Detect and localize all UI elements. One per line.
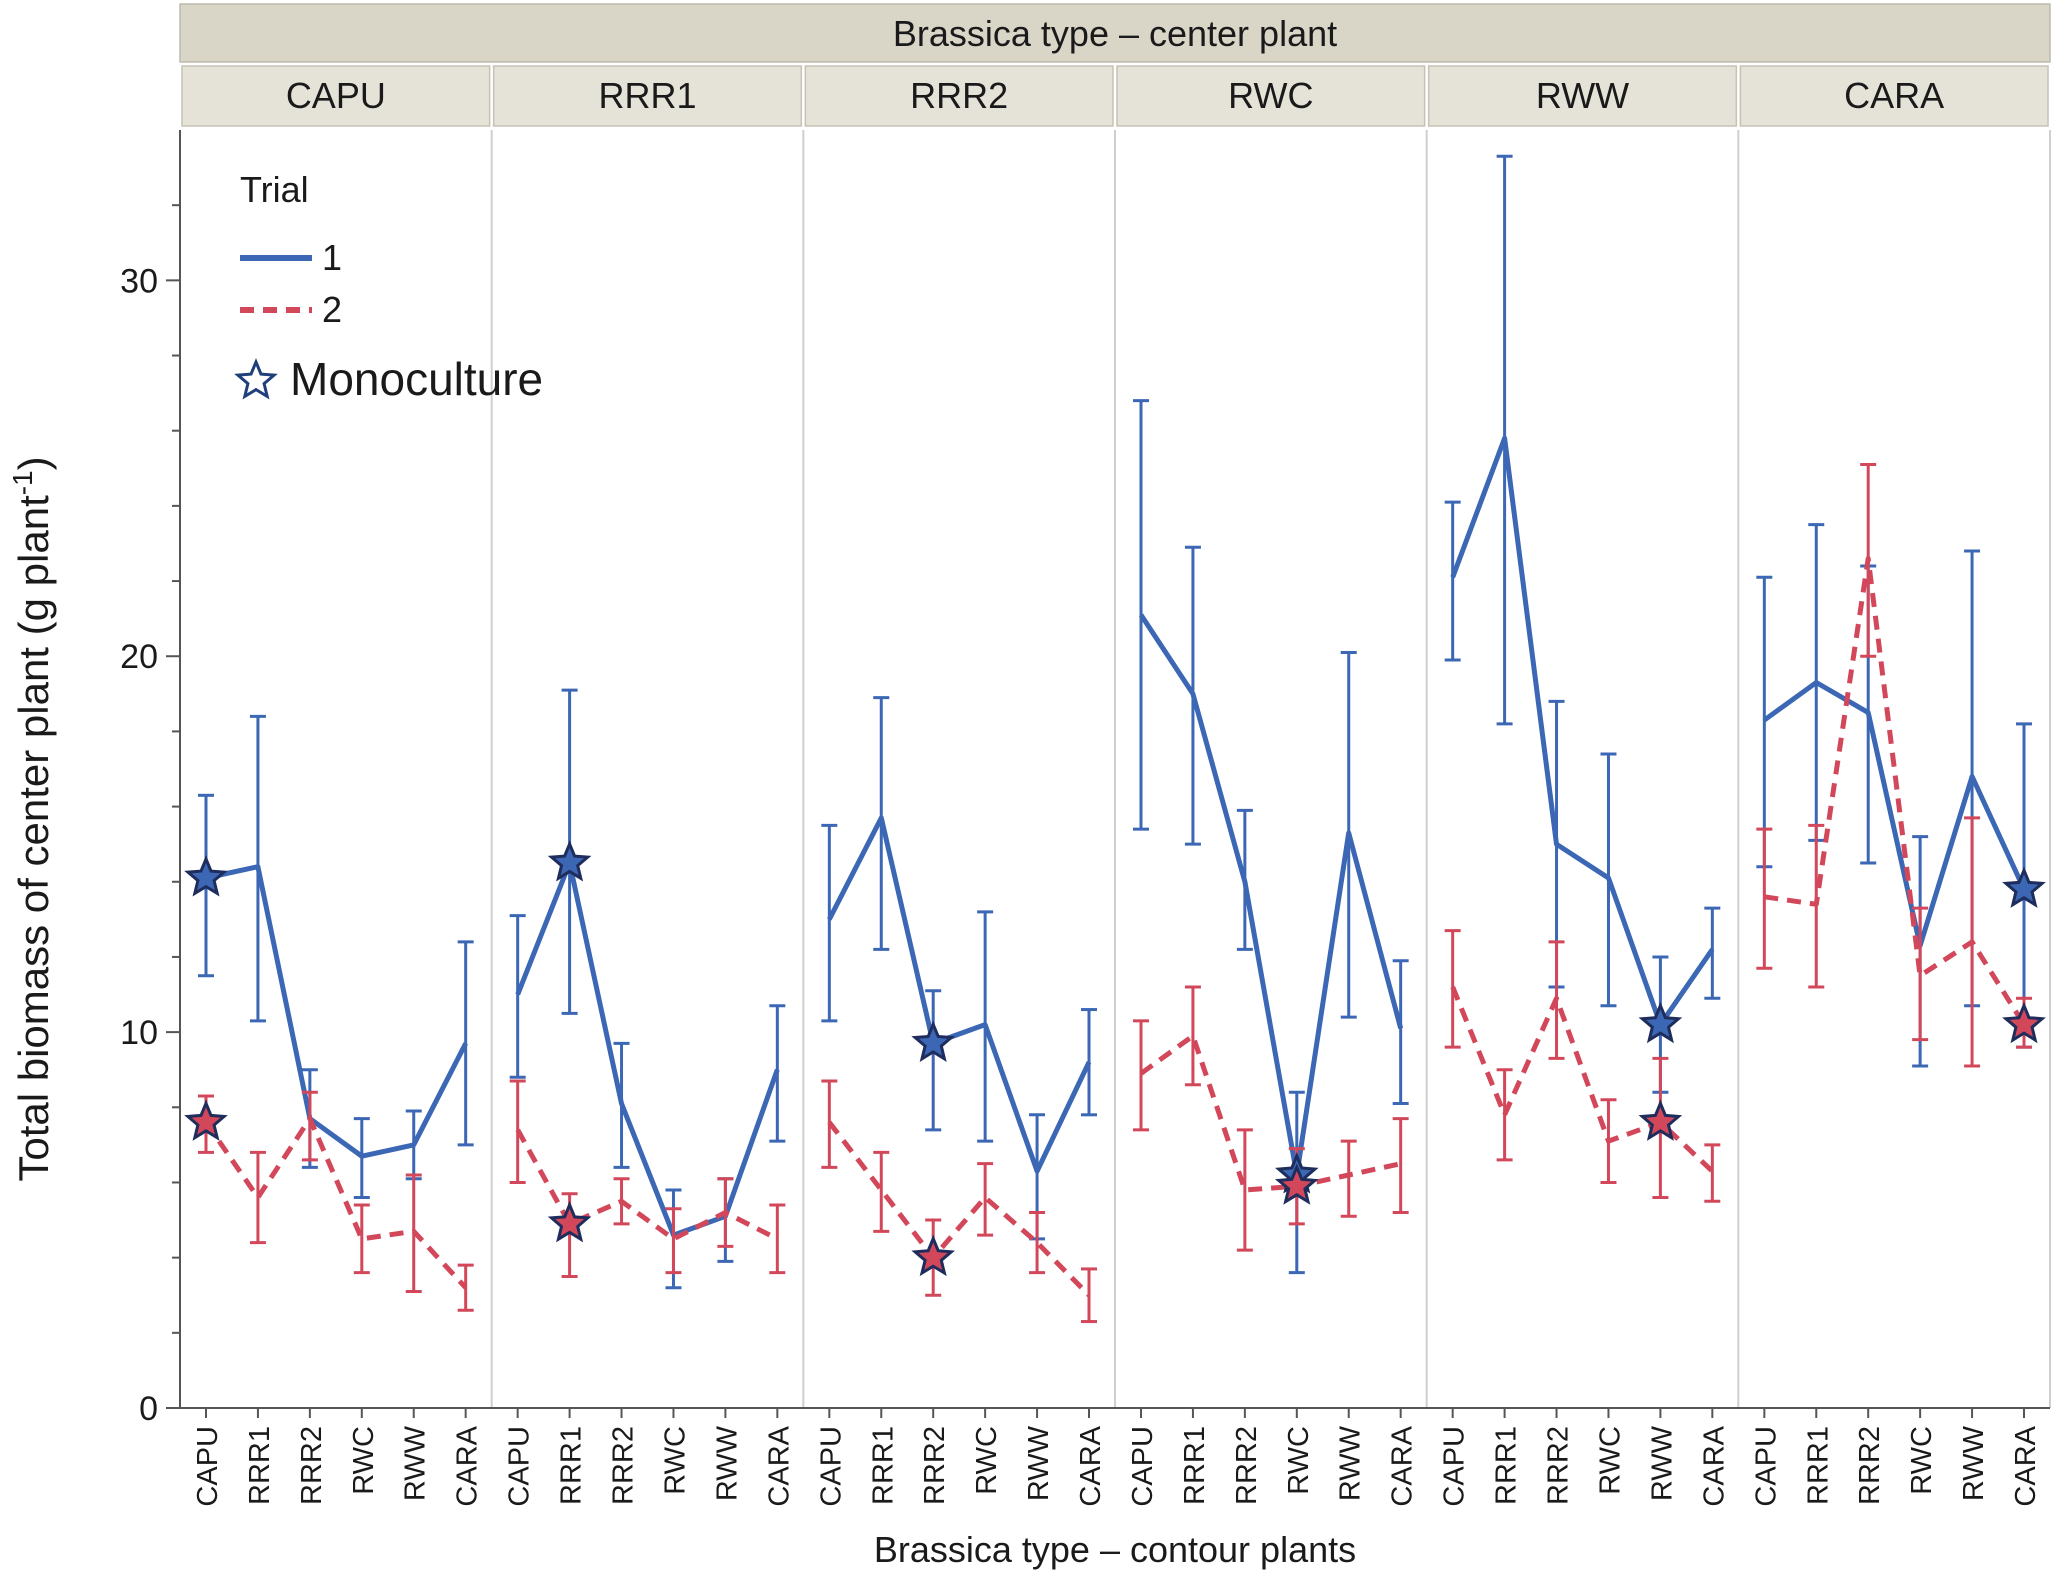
x-tick-label: RWW (1023, 1425, 1055, 1501)
x-tick-label: RWC (971, 1426, 1003, 1495)
x-tick-label: CAPU (504, 1426, 536, 1507)
panel-header-capu: CAPU (286, 75, 386, 116)
x-tick-label: RRR1 (244, 1426, 276, 1505)
x-tick-label: RWW (711, 1425, 743, 1501)
monoculture-star (547, 1200, 592, 1243)
x-tick-label: CAPU (815, 1426, 847, 1507)
panel-header-box (1116, 65, 1426, 127)
y-tick-label: 20 (120, 638, 158, 676)
x-tick-label: RRR2 (919, 1426, 951, 1505)
x-tick-label: CARA (763, 1425, 795, 1506)
data-series (198, 154, 2032, 1324)
x-tick-label: CARA (2010, 1425, 2042, 1506)
x-tick-label: RRR2 (1543, 1426, 1575, 1505)
series-2-line (515, 1128, 779, 1242)
x-tick-label: RWW (1646, 1425, 1678, 1501)
x-tick-label: RWC (1906, 1426, 1938, 1495)
y-tick-label: 0 (139, 1390, 158, 1428)
x-tick-label: RWC (1283, 1426, 1315, 1495)
x-tick-label: RRR2 (296, 1426, 328, 1505)
axes: 0 10 20 30 CAPU RRR1 RRR2 RWC RWW CARA CAPU RRR1 RRR… (7, 130, 2050, 1570)
x-tick-label: RWW (1335, 1425, 1367, 1501)
x-tick-label: CAPU (1439, 1426, 1471, 1507)
legend-label-2: 2 (322, 289, 342, 330)
x-tick-label: CARA (452, 1425, 484, 1506)
x-tick-label: RWC (1594, 1426, 1626, 1495)
x-tick-label: RRR2 (1231, 1426, 1263, 1505)
panel-header-rrr1: RRR1 (598, 75, 696, 116)
monoculture-star (184, 855, 228, 897)
x-axis-title: Brassica type – contour plants (874, 1529, 1356, 1570)
x-tick-label: CARA (1698, 1425, 1730, 1506)
legend-label-1: 1 (322, 237, 342, 278)
monoculture-star (1638, 1001, 1683, 1044)
legend: Trial 1 2 Monoculture (234, 169, 543, 405)
strip-title: Brassica type – center plant (893, 13, 1337, 54)
x-tick-label: CAPU (1127, 1426, 1159, 1507)
series-2-line (203, 1116, 468, 1290)
y-axis-title: Total biomass of center plant (g plant-1… (7, 456, 57, 1181)
panel-header-rwc: RWC (1228, 75, 1313, 116)
x-tick-label: CAPU (1750, 1426, 1782, 1507)
panel-header-box (1739, 65, 2049, 127)
panel-header-box (181, 65, 491, 127)
monoculture-star (2002, 866, 2046, 908)
x-tick-label: RRR1 (556, 1426, 588, 1505)
series-2-line (1763, 556, 2027, 1026)
x-tick-label: RRR1 (1802, 1426, 1834, 1505)
monoculture-star (911, 1020, 956, 1062)
y-tick-label: 30 (120, 262, 158, 300)
monoculture-star (911, 1234, 956, 1277)
monoculture-star (2002, 1001, 2046, 1044)
panel-header-rww: RWW (1536, 75, 1629, 116)
monoculture-star (1274, 1163, 1319, 1205)
panel-header-cara: CARA (1844, 75, 1944, 116)
x-tick-label: RWW (400, 1425, 432, 1501)
series-1-line (515, 860, 780, 1238)
x-tick-label: RRR1 (867, 1426, 899, 1505)
strip-headers: Brassica type – center plant CAPU RRR1 RRR2… (179, 3, 2051, 127)
panel-header-box (1427, 65, 1738, 127)
x-tick-label: RWW (1958, 1425, 1990, 1501)
x-tick-label: RWC (659, 1426, 691, 1495)
monoculture-markers (184, 840, 2046, 1277)
series-1-line (1450, 435, 1715, 1028)
panel-header-box (492, 65, 803, 127)
x-tick-label: CARA (1075, 1425, 1107, 1506)
series-1-line (205, 864, 468, 1159)
x-tick-label: RRR2 (1854, 1426, 1886, 1505)
series-1-line (1762, 680, 2027, 949)
series-2-line (1139, 1033, 1402, 1193)
x-tick-label: RWC (348, 1426, 380, 1495)
legend-star-icon (234, 358, 278, 400)
y-tick-label: 10 (120, 1014, 158, 1052)
series-1-line (1138, 613, 1404, 1178)
legend-monoculture-label: Monoculture (290, 353, 543, 405)
series-2-line (1450, 986, 1715, 1174)
series-2-line (827, 1120, 1091, 1297)
x-tick-label: RRR2 (608, 1426, 640, 1505)
x-tick-label: CAPU (192, 1426, 224, 1507)
monoculture-star (1638, 1099, 1683, 1141)
strip-title-box (179, 3, 2051, 63)
panel-header-box (804, 65, 1114, 127)
x-tick-label: CARA (1387, 1425, 1419, 1506)
legend-title: Trial (240, 169, 309, 210)
panel-dividers (490, 130, 2051, 1408)
x-tick-label: RRR1 (1491, 1426, 1523, 1505)
x-tick-label: RRR1 (1179, 1426, 1211, 1505)
panel-header-rrr2: RRR2 (910, 75, 1008, 116)
monoculture-star (547, 840, 592, 882)
series-1-line (827, 815, 1092, 1174)
monoculture-star (184, 1099, 228, 1141)
